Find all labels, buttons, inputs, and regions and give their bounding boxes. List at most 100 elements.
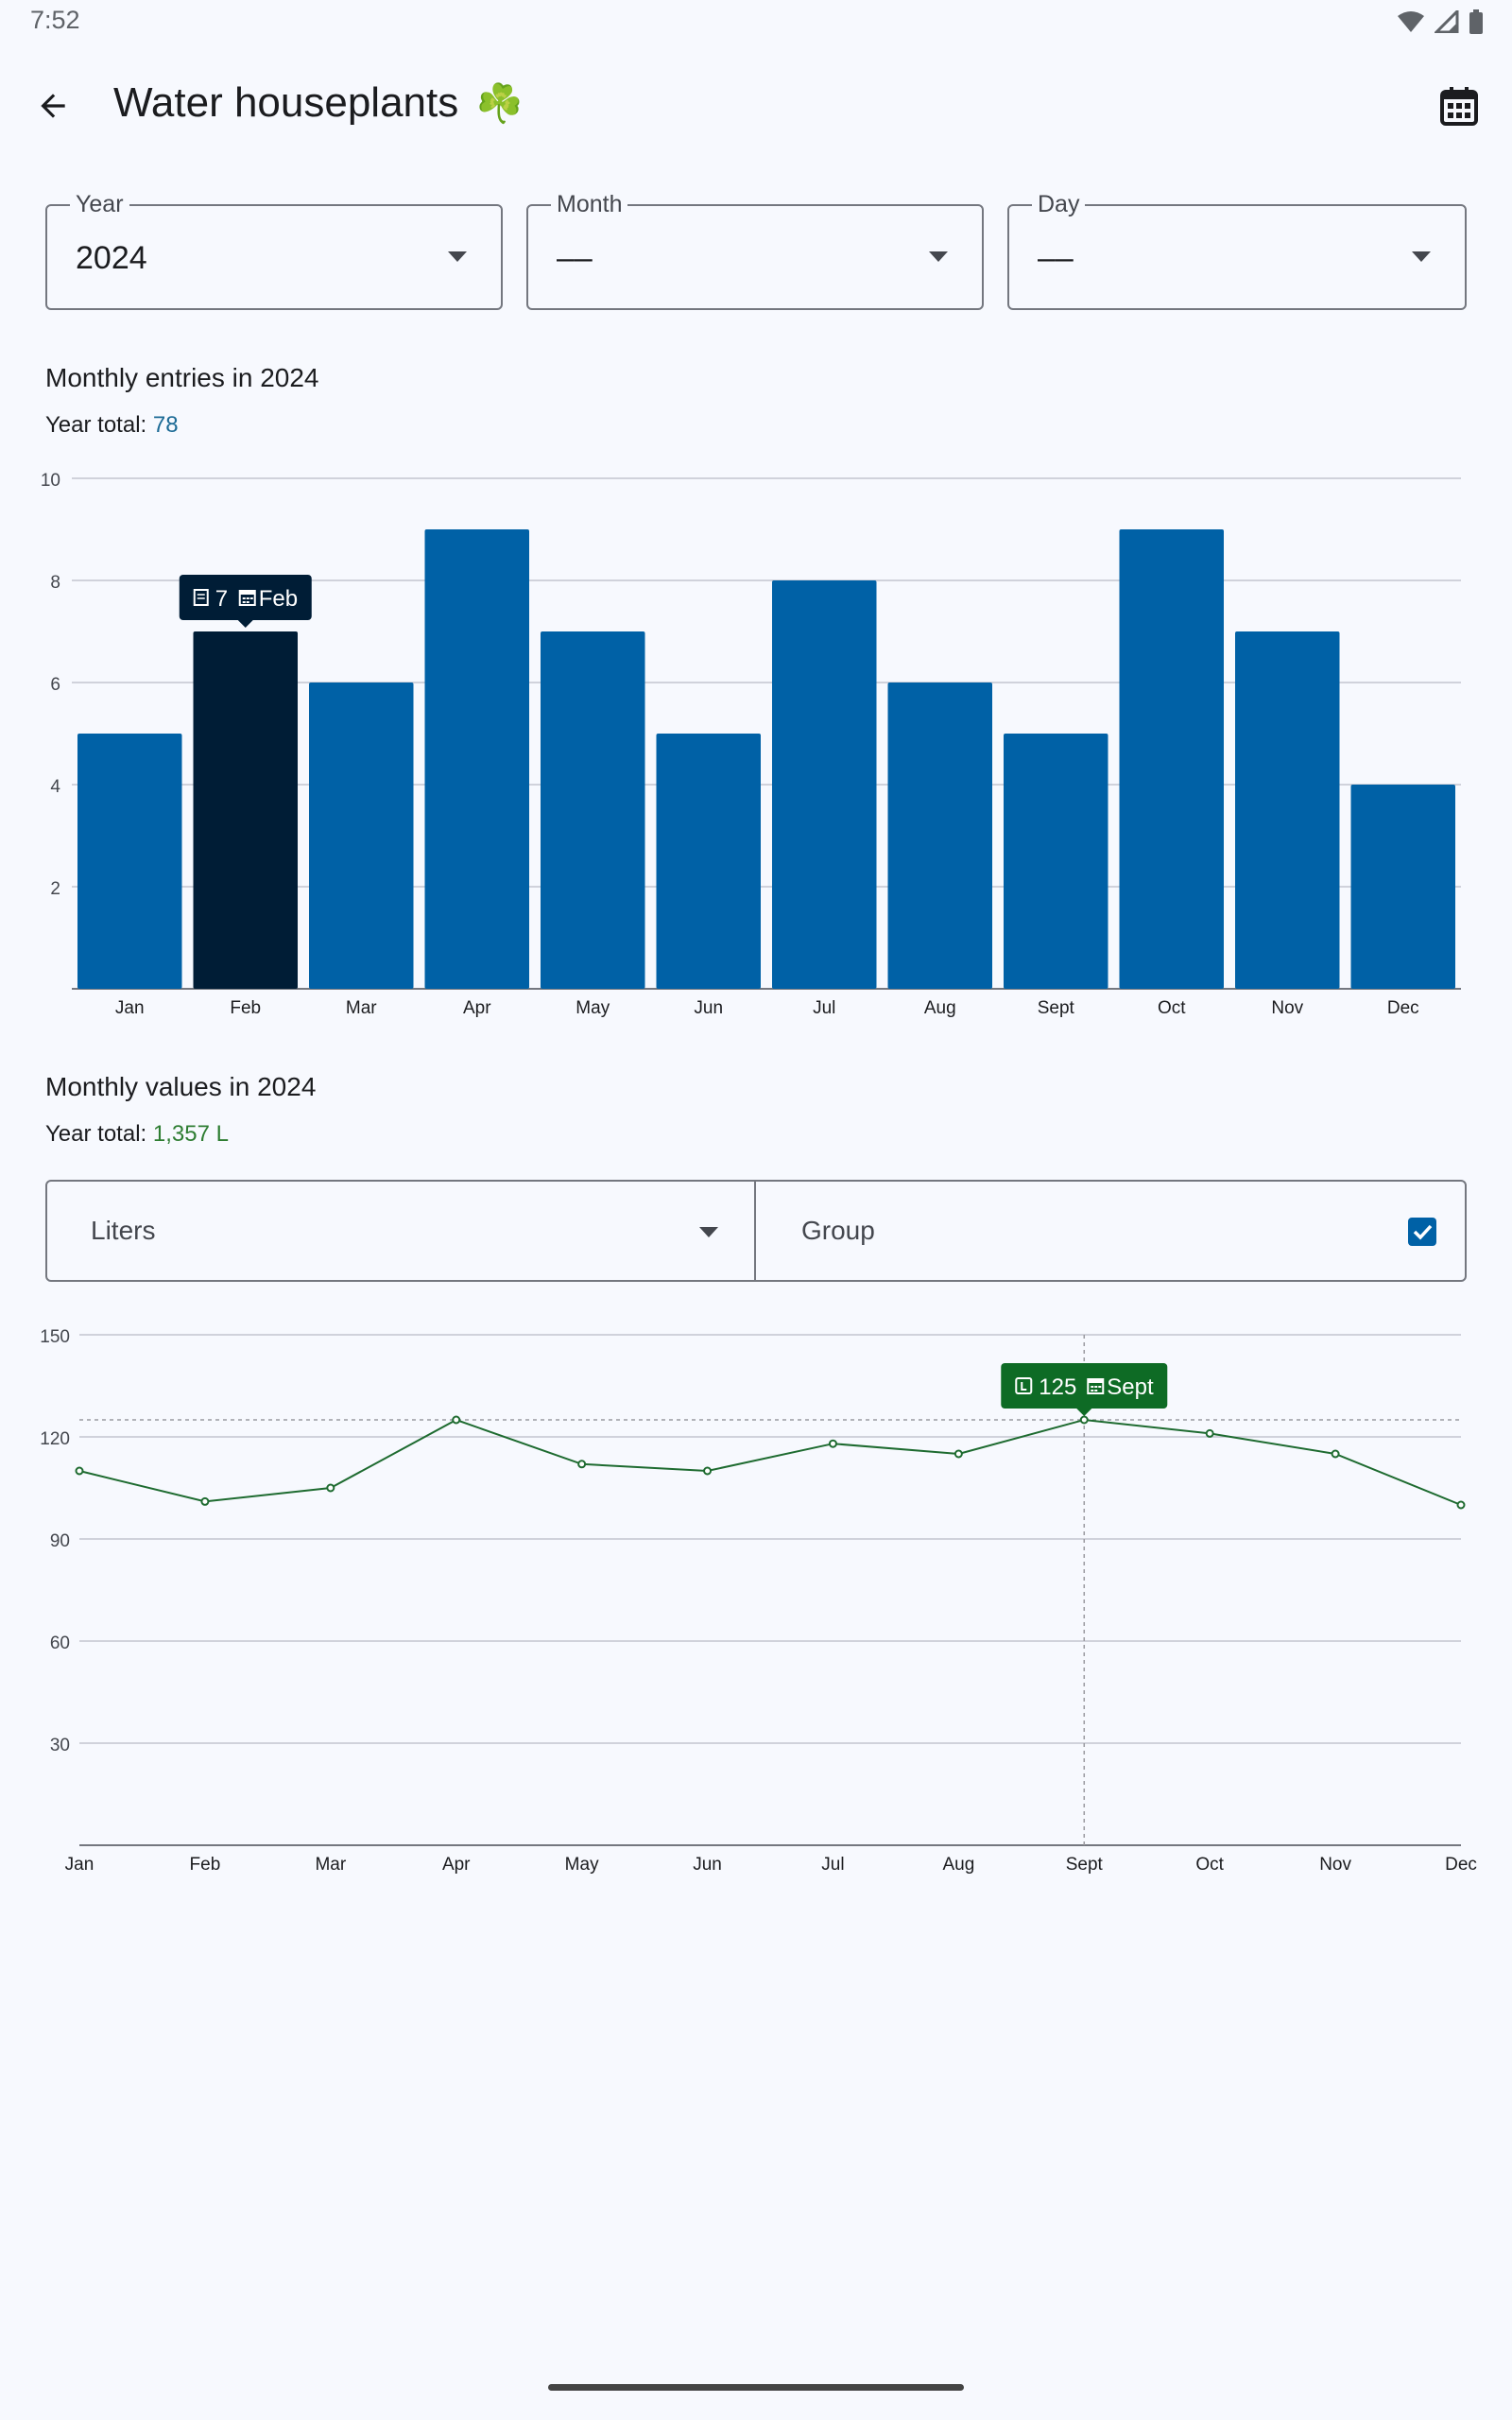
values-title: Monthly values in 2024 [45, 1072, 317, 1101]
x-tick-label: Apr [442, 1855, 471, 1875]
x-tick-label: Jun [694, 998, 723, 1018]
x-tick-label: Mar [315, 1855, 346, 1875]
liters-icon [1015, 1377, 1033, 1394]
calendar-icon [1440, 87, 1478, 126]
y-tick-label: 60 [50, 1634, 70, 1653]
month-dropdown[interactable]: Month –– [526, 191, 984, 310]
status-icons [1397, 9, 1484, 34]
unit-value: Liters [91, 1216, 156, 1245]
bar [541, 631, 645, 989]
values-line [78, 1418, 1462, 1506]
chevron-down-icon [448, 251, 467, 262]
unit-dropdown[interactable]: Liters [47, 1182, 756, 1280]
arrow-back-icon [41, 94, 65, 118]
bar [656, 734, 761, 989]
x-tick-label: Sept [1066, 1855, 1104, 1875]
values-tooltip-month: Sept [1107, 1374, 1154, 1400]
x-tick-label: Sept [1038, 998, 1075, 1018]
entries-total-label: Year total: [45, 412, 153, 438]
line-point [1331, 1449, 1340, 1459]
check-icon [1413, 1224, 1433, 1240]
calendar-button[interactable] [1433, 79, 1486, 132]
values-tooltip: 125 Sept [1001, 1363, 1168, 1416]
x-tick-label: Aug [942, 1855, 974, 1875]
group-checkbox[interactable] [1408, 1218, 1436, 1246]
bar [1119, 529, 1224, 989]
entries-total-value: 78 [152, 412, 179, 438]
x-tick-label: Feb [190, 1855, 221, 1875]
bar [309, 683, 414, 989]
values-total-label: Year total: [45, 1121, 153, 1147]
year-value: 2024 [76, 240, 147, 276]
day-value: –– [1038, 240, 1074, 276]
y-tick-label: 150 [40, 1327, 70, 1347]
chevron-down-icon [929, 251, 948, 262]
day-dropdown[interactable]: Day –– [1007, 191, 1467, 310]
entries-tooltip-month: Feb [259, 586, 298, 612]
entries-tooltip: 7 Feb [179, 575, 312, 628]
x-tick-label: May [576, 998, 610, 1018]
line-point [200, 1496, 210, 1506]
bar [1004, 734, 1108, 989]
bar [77, 734, 182, 989]
page-title-text: Water houseplants [113, 79, 459, 126]
chevron-down-icon [1412, 251, 1431, 262]
y-tick-label: 120 [40, 1429, 70, 1449]
bar [1350, 785, 1455, 989]
battery-icon [1469, 9, 1483, 34]
values-tooltip-value: 125 [1039, 1374, 1076, 1400]
group-toggle[interactable]: Group [756, 1182, 1465, 1280]
bar [1235, 631, 1340, 989]
line-point [954, 1449, 963, 1459]
year-dropdown[interactable]: Year 2024 [45, 191, 503, 310]
entries-tooltip-arrow [237, 620, 253, 628]
year-label: Year [70, 191, 129, 218]
home-indicator [548, 2384, 964, 2391]
x-tick-label: Mar [346, 998, 377, 1018]
x-tick-label: Dec [1445, 1855, 1477, 1875]
values-options: Liters Group [45, 1180, 1467, 1282]
y-tick-label: 10 [41, 471, 60, 491]
entries-title: Monthly entries in 2024 [45, 363, 319, 392]
x-tick-label: Aug [924, 998, 956, 1018]
page-title: Water houseplants ☘️ [113, 79, 523, 127]
entries-bar-chart: 2 4 6 8 10 Jan Feb Mar Apr May Jun Jul Aug Sept Oct No… [41, 471, 1461, 1018]
x-tick-label: Oct [1158, 998, 1186, 1018]
x-tick-label: Jul [821, 1855, 844, 1875]
y-tick-label: 90 [50, 1531, 70, 1551]
x-tick-label: Dec [1387, 998, 1419, 1018]
signal-icon [1435, 10, 1459, 33]
x-tick-label: Nov [1271, 998, 1303, 1018]
bar [772, 580, 877, 989]
values-line-chart: 30 60 90 120 150 Jan Feb Mar Apr May Jun Jul Aug Sep… [40, 1327, 1477, 1875]
x-tick-label: Nov [1319, 1855, 1351, 1875]
line-point [1079, 1415, 1089, 1425]
month-label: Month [551, 191, 628, 218]
y-tick-label: 8 [50, 573, 60, 593]
line-point [703, 1466, 713, 1476]
y-tick-label: 6 [50, 675, 60, 695]
x-tick-label: May [565, 1855, 599, 1875]
line-point [1205, 1428, 1214, 1438]
y-tick-label: 4 [50, 777, 60, 797]
back-button[interactable] [28, 81, 77, 130]
shamrock-emoji: ☘️ [475, 83, 524, 125]
bar [424, 529, 529, 989]
entries-total: Year total: 78 [45, 412, 179, 439]
y-tick-label: 2 [50, 879, 60, 899]
wifi-icon [1398, 11, 1424, 32]
entries-tooltip-value: 7 [215, 586, 228, 612]
line-point [577, 1460, 587, 1469]
y-tick-label: 30 [50, 1736, 70, 1755]
bar [887, 683, 992, 989]
chevron-down-icon [699, 1227, 718, 1237]
line-point [828, 1439, 837, 1448]
x-tick-label: Feb [230, 998, 261, 1018]
values-total-value: 1,357 L [152, 1121, 229, 1147]
status-time: 7:52 [30, 6, 80, 34]
x-tick-label: Jun [693, 1855, 722, 1875]
values-tooltip-arrow [1076, 1409, 1092, 1416]
x-tick-label: Jul [813, 998, 835, 1018]
x-tick-label: Jan [115, 998, 145, 1018]
calendar-icon [238, 590, 256, 606]
